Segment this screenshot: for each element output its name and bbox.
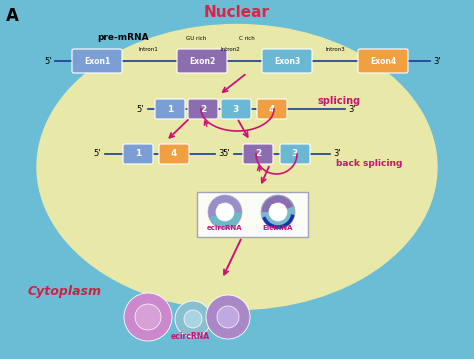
FancyBboxPatch shape (72, 49, 122, 73)
FancyBboxPatch shape (280, 144, 310, 164)
Circle shape (269, 203, 287, 221)
Text: 5': 5' (45, 56, 52, 65)
Circle shape (184, 310, 202, 328)
Text: 1: 1 (167, 104, 173, 113)
Text: pre-mRNA: pre-mRNA (97, 33, 149, 42)
Text: splicing: splicing (318, 96, 361, 106)
Ellipse shape (37, 24, 437, 309)
Text: 3: 3 (233, 104, 239, 113)
Text: Exon1: Exon1 (84, 56, 110, 65)
Text: A: A (6, 7, 19, 25)
FancyBboxPatch shape (177, 49, 227, 73)
Text: 2: 2 (271, 205, 275, 210)
Text: GU rich: GU rich (186, 36, 206, 41)
FancyBboxPatch shape (358, 49, 408, 73)
Text: ecircRNA: ecircRNA (171, 332, 210, 341)
Text: 3': 3' (433, 56, 441, 65)
Text: 2: 2 (255, 149, 261, 159)
FancyBboxPatch shape (257, 99, 287, 119)
Text: 3: 3 (281, 214, 285, 219)
Text: 2: 2 (200, 104, 206, 113)
Text: 3': 3' (348, 104, 356, 113)
Text: Intron2: Intron2 (220, 47, 240, 52)
Text: EIciRNA: EIciRNA (263, 225, 293, 231)
Circle shape (135, 304, 161, 330)
Text: 1: 1 (135, 149, 141, 159)
Text: 4: 4 (171, 149, 177, 159)
FancyBboxPatch shape (262, 49, 312, 73)
Text: 5': 5' (93, 149, 101, 159)
Text: 3: 3 (228, 214, 232, 219)
Text: C rich: C rich (239, 36, 255, 41)
FancyBboxPatch shape (123, 144, 153, 164)
FancyBboxPatch shape (159, 144, 189, 164)
Text: 4: 4 (269, 104, 275, 113)
Circle shape (124, 293, 172, 341)
Circle shape (217, 306, 239, 328)
Circle shape (208, 195, 242, 229)
Text: Cytoplasm: Cytoplasm (28, 284, 102, 298)
FancyBboxPatch shape (198, 191, 309, 237)
Text: 2: 2 (218, 205, 222, 210)
FancyBboxPatch shape (243, 144, 273, 164)
Text: Intron1: Intron1 (138, 47, 158, 52)
Text: back splicing: back splicing (336, 159, 402, 168)
Text: Intron3: Intron3 (325, 47, 345, 52)
Text: 3': 3' (333, 149, 341, 159)
Text: Exon3: Exon3 (274, 56, 300, 65)
Text: Nuclear: Nuclear (204, 5, 270, 20)
Text: 5': 5' (222, 149, 230, 159)
Circle shape (216, 203, 234, 221)
Circle shape (175, 301, 211, 337)
Circle shape (261, 195, 295, 229)
Text: Exon2: Exon2 (189, 56, 215, 65)
Text: 3: 3 (292, 149, 298, 159)
FancyBboxPatch shape (221, 99, 251, 119)
FancyBboxPatch shape (188, 99, 218, 119)
Text: ecircRNA: ecircRNA (207, 225, 243, 231)
Text: Exon4: Exon4 (370, 56, 396, 65)
Text: 3': 3' (218, 149, 226, 159)
Text: 5': 5' (137, 104, 144, 113)
Circle shape (206, 295, 250, 339)
FancyBboxPatch shape (155, 99, 185, 119)
